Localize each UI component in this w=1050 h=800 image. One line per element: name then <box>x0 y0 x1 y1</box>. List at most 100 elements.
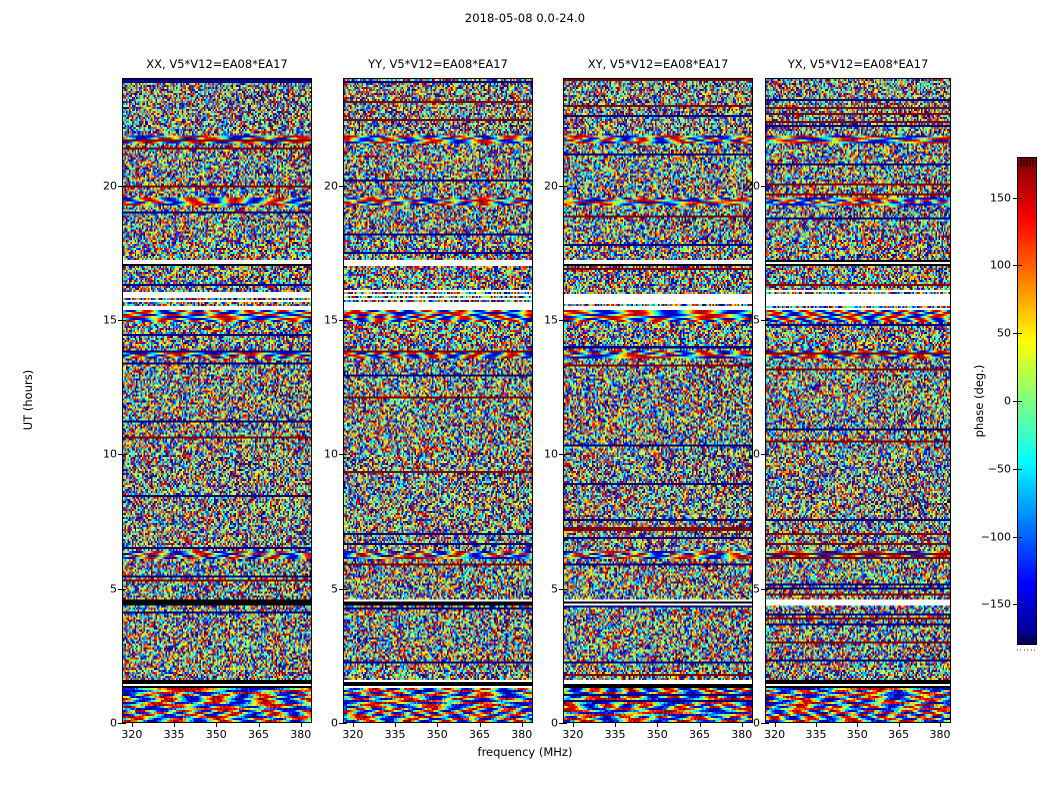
colorbar-tick-mark <box>1013 468 1017 470</box>
colorbar-tick-mark-inner <box>1017 468 1022 470</box>
panel-title-xx: XX, V5*V12=EA08*EA17 <box>146 57 288 71</box>
x-tick-label: 320 <box>764 728 786 741</box>
colorbar-tick-mark-inner <box>1017 197 1022 199</box>
y-tick-label: 0 <box>753 716 760 730</box>
colorbar-under-dots <box>1017 649 1037 653</box>
panel-axes-yy <box>343 78 533 723</box>
panel-title-xy: XY, V5*V12=EA08*EA17 <box>587 57 729 71</box>
y-tick-label: 20 <box>746 179 760 192</box>
colorbar-tick-remnant <box>1017 649 1018 651</box>
y-tick-label: 0 <box>110 716 117 730</box>
x-tick-mark-inner <box>815 723 817 727</box>
x-tick-mark-inner <box>479 723 481 727</box>
colorbar[interactable]: 150 100 50 0 −50 −100 −150 <box>981 157 1037 645</box>
colorbar-tick-remnant <box>1020 649 1022 651</box>
y-tick-mark <box>118 723 122 724</box>
x-tick-mark-inner <box>131 723 133 727</box>
colorbar-tick-label: −50 <box>987 462 1011 476</box>
y-tick-mark <box>761 319 765 321</box>
x-tick-mark-inner <box>741 723 743 727</box>
x-tick-mark-inner <box>352 723 354 727</box>
panel-yy[interactable]: YY, V5*V12=EA08*EA17 0 5 10 15 20 320 335 350 365… <box>324 57 533 741</box>
y-tick-mark <box>339 319 343 321</box>
y-tick-label: 15 <box>324 313 338 327</box>
x-tick-mark-inner <box>657 723 659 727</box>
colorbar-tick-label: 150 <box>990 191 1011 205</box>
colorbar-tick-mark <box>1013 401 1017 402</box>
y-tick-mark <box>559 454 563 456</box>
x-tick-mark-inner <box>258 723 260 727</box>
panel-yx[interactable]: YX, V5*V12=EA08*EA17 0 5 10 15 20 320 335 350 365… <box>746 57 951 741</box>
y-tick-mark-inner <box>765 185 769 187</box>
y-tick-mark <box>761 723 765 724</box>
y-tick-mark-inner <box>563 588 567 590</box>
x-axis-label: frequency (MHz) <box>477 745 573 759</box>
colorbar-tick-mark <box>1013 197 1017 199</box>
y-tick-mark <box>118 185 122 187</box>
y-tick-mark-inner <box>563 185 567 187</box>
y-tick-label: 10 <box>746 447 760 461</box>
y-tick-label: 5 <box>551 582 558 596</box>
panel-title-yx: YX, V5*V12=EA08*EA17 <box>787 57 929 71</box>
x-tick-mark-inner <box>939 723 941 727</box>
colorbar-label: phase (deg.) <box>972 364 986 438</box>
x-tick-mark-inner <box>774 723 776 727</box>
y-tick-label: 20 <box>103 179 117 192</box>
x-tick-label: 350 <box>846 728 868 741</box>
y-tick-mark <box>339 454 343 456</box>
y-tick-mark <box>761 185 765 187</box>
x-tick-label: 350 <box>426 728 448 741</box>
y-tick-mark-inner <box>563 723 567 724</box>
colorbar-tick-label: 50 <box>997 326 1011 340</box>
x-tick-label: 365 <box>689 728 711 741</box>
colorbar-tick-mark <box>1013 604 1017 606</box>
x-tick-label: 350 <box>205 728 227 741</box>
x-tick-mark-inner <box>521 723 523 727</box>
colorbar-tick-remnant <box>1030 649 1032 651</box>
y-tick-label: 0 <box>551 716 558 730</box>
phase-waterfall-yy <box>344 79 532 722</box>
y-tick-mark <box>559 319 563 321</box>
y-tick-mark <box>761 588 765 590</box>
x-tick-mark-inner <box>699 723 701 727</box>
y-tick-mark-inner <box>343 185 347 187</box>
colorbar-tick-mark <box>1013 265 1017 267</box>
x-tick-label: 350 <box>646 728 668 741</box>
y-tick-label: 20 <box>544 179 558 192</box>
figure-suptitle: 2018-05-08 0.0-24.0 <box>464 11 586 25</box>
y-tick-mark-inner <box>122 588 126 590</box>
y-tick-mark-inner <box>563 319 567 321</box>
phase-waterfall-yx <box>766 79 950 722</box>
x-tick-mark-inner <box>395 723 397 727</box>
panel-xx[interactable]: XX, V5*V12=EA08*EA17 0 5 10 15 20 320 335 350 365… <box>103 57 312 741</box>
y-tick-mark <box>339 723 343 724</box>
y-tick-mark-inner <box>122 723 126 724</box>
y-tick-mark-inner <box>122 185 126 187</box>
colorbar-tick-mark <box>1013 536 1017 538</box>
colorbar-tick-label: 100 <box>990 258 1011 272</box>
y-axis-label: UT (hours) <box>21 369 35 431</box>
x-tick-mark-inner <box>572 723 574 727</box>
colorbar-tick-remnant <box>1027 649 1029 651</box>
x-tick-label: 335 <box>805 728 827 741</box>
panel-xy[interactable]: XY, V5*V12=EA08*EA17 0 5 10 15 20 320 335 350 365… <box>544 57 753 741</box>
y-tick-mark-inner <box>343 319 347 321</box>
x-tick-label: 380 <box>511 728 533 741</box>
y-tick-mark <box>559 185 563 187</box>
x-tick-label: 380 <box>290 728 312 741</box>
x-tick-label: 365 <box>469 728 491 741</box>
x-tick-label: 320 <box>562 728 584 741</box>
x-tick-label: 320 <box>121 728 143 741</box>
y-tick-mark-inner <box>765 588 769 590</box>
x-tick-mark-inner <box>437 723 439 727</box>
y-tick-mark-inner <box>343 454 347 456</box>
y-tick-mark-inner <box>343 588 347 590</box>
y-tick-mark-inner <box>122 319 126 321</box>
x-tick-label: 335 <box>384 728 406 741</box>
y-tick-label: 15 <box>103 313 117 327</box>
y-tick-mark-inner <box>765 723 769 724</box>
y-tick-mark-inner <box>122 454 126 456</box>
phase-waterfall-xy <box>564 79 752 722</box>
y-tick-mark <box>559 723 563 724</box>
